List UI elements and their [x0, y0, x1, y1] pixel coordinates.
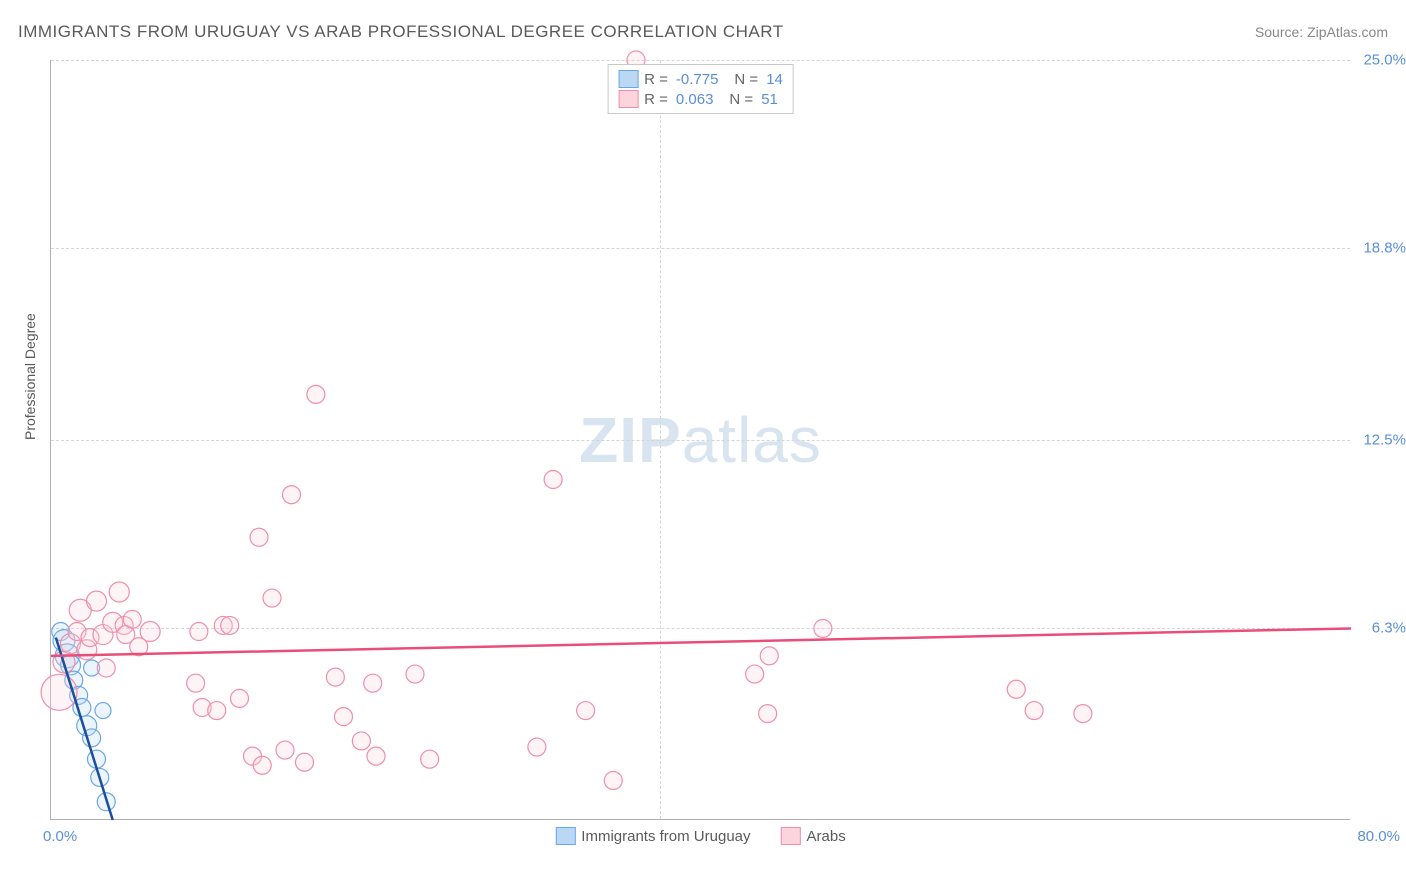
x-axis-min-label: 0.0% [43, 828, 77, 845]
data-point [276, 741, 294, 759]
data-point [760, 647, 778, 665]
data-point [87, 591, 107, 611]
data-point [208, 702, 226, 720]
data-point [140, 622, 160, 642]
data-point [231, 689, 249, 707]
series-legend-item: Arabs [781, 827, 846, 845]
data-point [364, 674, 382, 692]
legend-swatch [781, 827, 801, 845]
data-point [544, 471, 562, 489]
data-point [250, 528, 268, 546]
data-point [296, 753, 314, 771]
data-point [352, 732, 370, 750]
data-point [326, 668, 344, 686]
data-point [253, 756, 271, 774]
legend-n-label: N = [729, 91, 753, 108]
series-legend-item: Immigrants from Uruguay [555, 827, 750, 845]
scatter-svg [51, 60, 1350, 819]
data-point [307, 385, 325, 403]
y-tick-label: 6.3% [1356, 620, 1406, 637]
data-point [577, 702, 595, 720]
plot-area: ZIPatlas 6.3%12.5%18.8%25.0% R = -0.775N… [50, 60, 1350, 820]
legend-swatch [618, 90, 638, 108]
data-point [109, 582, 129, 602]
series-legend: Immigrants from Uruguay Arabs [555, 827, 845, 845]
y-axis-title: Professional Degree [22, 313, 38, 440]
legend-n-label: N = [734, 71, 758, 88]
legend-n-value: 51 [761, 91, 778, 108]
data-point [190, 623, 208, 641]
legend-swatch [555, 827, 575, 845]
data-point [421, 750, 439, 768]
correlation-legend: R = -0.775 N = 14 R = 0.063 N = 51 [607, 64, 794, 114]
data-point [187, 674, 205, 692]
trendline [51, 628, 1351, 655]
chart-title: IMMIGRANTS FROM URUGUAY VS ARAB PROFESSI… [18, 22, 784, 42]
data-point [814, 619, 832, 637]
data-point [97, 659, 115, 677]
data-point [367, 747, 385, 765]
data-point [759, 705, 777, 723]
x-axis-max-label: 80.0% [1357, 828, 1400, 845]
data-point [406, 665, 424, 683]
legend-r-value: 0.063 [676, 91, 714, 108]
data-point [123, 610, 141, 628]
data-point [604, 771, 622, 789]
legend-r-label: R = [644, 71, 668, 88]
y-tick-label: 25.0% [1356, 52, 1406, 69]
series-legend-label: Immigrants from Uruguay [581, 828, 750, 845]
correlation-legend-row: R = -0.775 N = 14 [618, 69, 783, 89]
data-point [221, 616, 239, 634]
data-point [1074, 705, 1092, 723]
legend-swatch [618, 70, 638, 88]
chart-header: IMMIGRANTS FROM URUGUAY VS ARAB PROFESSI… [18, 22, 1388, 42]
data-point [95, 703, 111, 719]
legend-r-value: -0.775 [676, 71, 719, 88]
data-point [335, 708, 353, 726]
data-point [528, 738, 546, 756]
data-point [1025, 702, 1043, 720]
y-tick-label: 18.8% [1356, 240, 1406, 257]
chart-source: Source: ZipAtlas.com [1255, 24, 1388, 40]
legend-n-value: 14 [766, 71, 783, 88]
legend-r-label: R = [644, 91, 668, 108]
data-point [746, 665, 764, 683]
y-tick-label: 12.5% [1356, 432, 1406, 449]
correlation-legend-row: R = 0.063 N = 51 [618, 89, 783, 109]
data-point [263, 589, 281, 607]
data-point [283, 486, 301, 504]
series-legend-label: Arabs [807, 828, 846, 845]
data-point [1007, 680, 1025, 698]
